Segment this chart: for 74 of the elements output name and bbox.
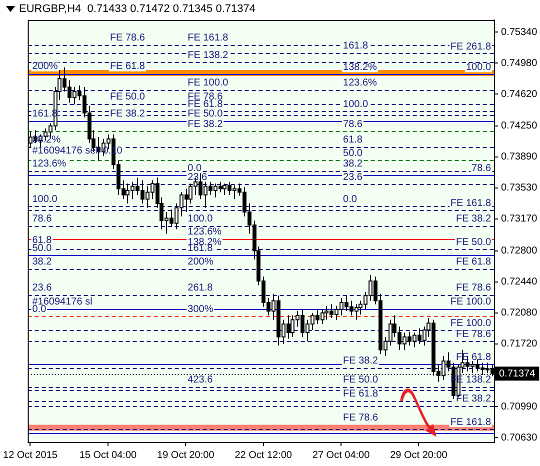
annotation: 161.8 bbox=[343, 40, 368, 52]
annotation: 100.0 bbox=[188, 214, 214, 225]
annotation: 78.6 bbox=[472, 162, 492, 174]
annotation: FE 61.8 bbox=[188, 99, 224, 110]
y-tick-label: 0.74250 bbox=[501, 120, 538, 132]
annotation: FE 138.2 bbox=[450, 374, 492, 386]
annotation: 78.6 bbox=[32, 214, 52, 225]
annotation: FE 261.8 bbox=[450, 41, 492, 52]
annotation: FE 78.6 bbox=[456, 328, 492, 340]
annotation: FE 38.2 bbox=[188, 118, 224, 130]
annotation: FE 161.8 bbox=[450, 198, 492, 210]
y-tick-label: 0.72080 bbox=[501, 308, 538, 319]
x-tick-label: 29 Oct 20:00 bbox=[390, 450, 448, 461]
y-tick-label: 0.73530 bbox=[501, 182, 538, 194]
y-tick-label: 0.73890 bbox=[501, 152, 538, 163]
annotation: 0.0 bbox=[343, 194, 358, 205]
annotation: FE 50.0 bbox=[456, 236, 492, 248]
annotation: FE 161.8 bbox=[188, 32, 229, 44]
annotation: FE 38.2 bbox=[456, 394, 492, 405]
y-tick-label: 0.70990 bbox=[501, 401, 538, 412]
annotation: FE 38.2 bbox=[343, 356, 378, 367]
x-tick-label: 12 Oct 2015 bbox=[3, 450, 58, 461]
y-tick-label: 0.70630 bbox=[501, 432, 538, 444]
annotation: 0.0 bbox=[32, 304, 47, 316]
annotation: FE 100.0 bbox=[450, 296, 492, 308]
annotation: 423.6 bbox=[188, 374, 214, 386]
annotation: 50.0 bbox=[32, 242, 52, 254]
annotation: FE 78.6 bbox=[343, 412, 378, 424]
annotation: 100.0 bbox=[343, 99, 368, 110]
annotation: 0.0 bbox=[188, 162, 202, 174]
annotation: FE 61.8 bbox=[456, 256, 492, 268]
annotation: FE 50.0 bbox=[188, 108, 224, 120]
chart-title: EURGBP,H4 0.71433 0.71472 0.71345 0.71374 bbox=[19, 3, 256, 15]
annotation: FE 38.2 bbox=[110, 108, 146, 120]
annotation: 38.2 bbox=[32, 256, 52, 268]
y-tick-label: 0.72440 bbox=[501, 276, 538, 288]
y-tick-label: 0.72800 bbox=[501, 246, 538, 257]
annotation: FE 78.6 bbox=[110, 32, 146, 44]
annotation: FE 100.0 bbox=[188, 78, 229, 89]
annotation: 123.6% bbox=[188, 226, 222, 238]
y-tick-label: 0.74620 bbox=[501, 88, 538, 100]
x-tick-label: 19 Oct 20:00 bbox=[157, 450, 215, 461]
x-tick-label: 27 Oct 04:00 bbox=[312, 450, 370, 461]
y-tick-label: 0.71720 bbox=[501, 338, 538, 350]
annotation: 300% bbox=[188, 304, 214, 316]
annotation: 123.6% bbox=[343, 78, 378, 89]
annotation: 123.6% bbox=[32, 158, 66, 170]
annotation: 61.8 bbox=[343, 134, 363, 146]
x-tick-label: 15 Oct 04:00 bbox=[79, 450, 138, 461]
annotation: FE 38.2 bbox=[456, 214, 492, 225]
y-tick-label: 0.73170 bbox=[501, 214, 538, 225]
annotation: FE 138.2 bbox=[188, 50, 229, 61]
annotation: 23.6 bbox=[343, 172, 363, 184]
annotation: FE 50.0 bbox=[343, 374, 378, 386]
annotation: FE 100.0 bbox=[450, 318, 492, 329]
y-tick-label: 0.74980 bbox=[501, 58, 538, 69]
annotation: 38.2 bbox=[343, 158, 363, 170]
annotation: 138.2% bbox=[343, 62, 378, 74]
annotation: 261.8 bbox=[188, 282, 214, 294]
annotation: FE 50.0 bbox=[110, 91, 146, 102]
annotation: 200% bbox=[32, 61, 58, 72]
annotation: FE 61.8 bbox=[343, 388, 378, 400]
annotation: 23.6 bbox=[32, 282, 52, 294]
annotation: FE 161.8 bbox=[450, 416, 492, 428]
annotation: FE 61.8 bbox=[110, 61, 146, 72]
annotation: 50.0 bbox=[343, 148, 363, 160]
ref-line-label: 0.71374 bbox=[499, 368, 536, 380]
annotation: 200% bbox=[188, 256, 214, 268]
x-tick-label: 22 Oct 12:00 bbox=[234, 450, 292, 461]
y-tick-label: 0.75340 bbox=[501, 26, 538, 38]
annotation: 100.0 bbox=[466, 62, 492, 74]
annotation: 78.6 bbox=[343, 118, 363, 130]
annotation: FE 78.6 bbox=[456, 282, 492, 294]
annotation: 100.0 bbox=[32, 194, 58, 205]
